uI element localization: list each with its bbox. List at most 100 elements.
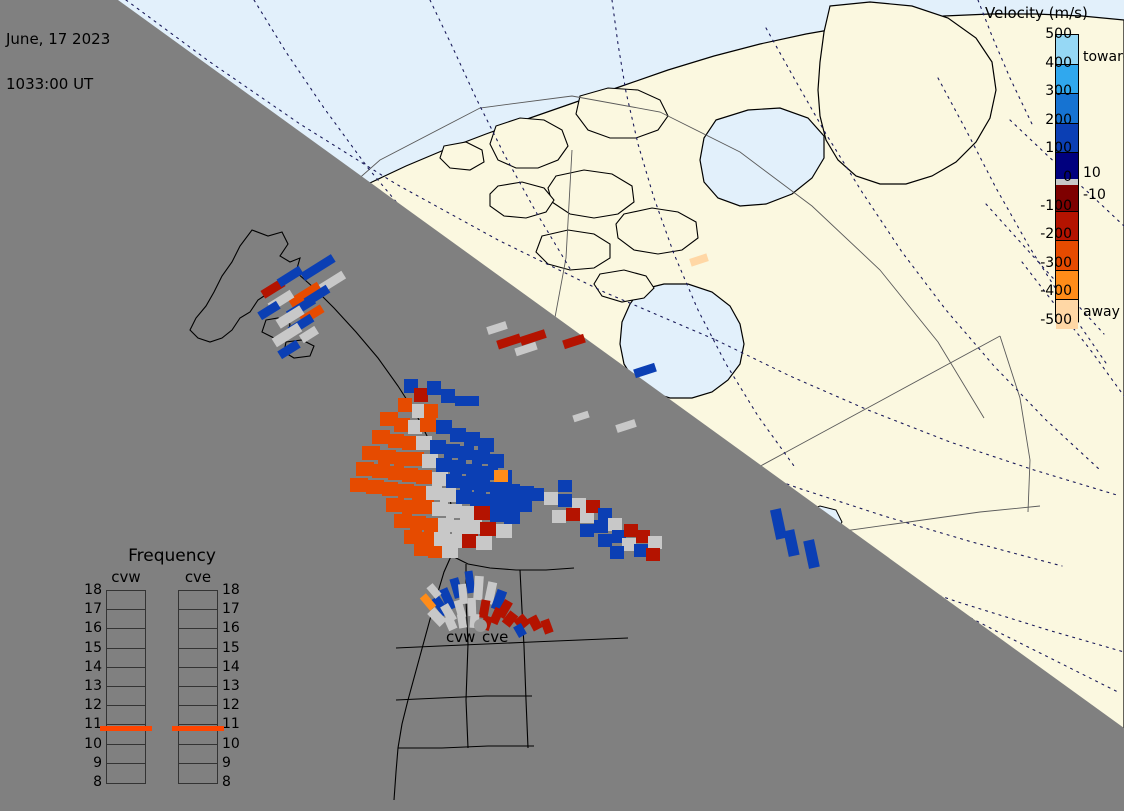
frequency-segment xyxy=(179,706,217,726)
velocity-cell xyxy=(394,452,410,466)
colorbar-tick: -300 xyxy=(1040,254,1072,271)
velocity-cell xyxy=(275,305,305,329)
frequency-tick-left: 11 xyxy=(84,716,102,733)
frequency-tick-left: 12 xyxy=(84,697,102,714)
velocity-cell xyxy=(598,534,612,547)
velocity-cell xyxy=(388,466,404,480)
velocity-cell xyxy=(446,474,462,488)
velocity-cell xyxy=(634,544,648,557)
velocity-cell xyxy=(427,607,447,627)
frequency-segment xyxy=(107,687,145,707)
colorbar-tick: -100 xyxy=(1040,197,1072,214)
colorbar-band xyxy=(1056,94,1078,124)
velocity-cell xyxy=(490,508,506,522)
velocity-cell xyxy=(372,430,390,444)
frequency-column-title-cvw: cvw xyxy=(111,568,141,586)
velocity-cell xyxy=(443,614,458,632)
velocity-cell xyxy=(446,504,462,518)
velocity-cell xyxy=(455,396,479,406)
velocity-cell xyxy=(483,581,498,605)
colorbar-tick: 200 xyxy=(1045,111,1072,128)
velocity-cell xyxy=(430,440,446,454)
velocity-cell xyxy=(474,478,490,492)
velocity-cell xyxy=(572,410,590,423)
frequency-tick-left: 10 xyxy=(84,735,102,752)
velocity-cell xyxy=(460,476,476,490)
velocity-cell xyxy=(490,588,508,612)
frequency-tick-right: 17 xyxy=(222,601,240,618)
title-date: June, 17 2023 xyxy=(6,30,111,48)
velocity-cell xyxy=(398,484,414,498)
colorbar-tick: 300 xyxy=(1045,83,1072,100)
velocity-cell xyxy=(440,488,456,502)
colorbar-tick: 500 xyxy=(1045,26,1072,42)
colorbar-band xyxy=(1056,179,1078,185)
velocity-cell xyxy=(419,593,437,611)
velocity-cell xyxy=(490,482,506,496)
velocity-cell xyxy=(426,486,442,500)
velocity-cell xyxy=(394,418,410,432)
velocity-cell xyxy=(427,381,441,395)
frequency-segment xyxy=(179,649,217,668)
velocity-cell xyxy=(610,546,624,559)
colorbar-tick: 0 xyxy=(1063,169,1072,185)
velocity-cell xyxy=(580,510,594,523)
station-label-cve: cve xyxy=(482,628,509,646)
colorbar-tick: 100 xyxy=(1045,140,1072,157)
velocity-cell xyxy=(552,510,566,523)
velocity-cell xyxy=(519,329,547,346)
title-time: 1033:00 UT xyxy=(6,75,94,93)
velocity-cell xyxy=(530,488,544,501)
frequency-segment xyxy=(107,745,145,764)
velocity-cell xyxy=(300,254,336,281)
frequency-segment xyxy=(179,745,217,764)
velocity-cell xyxy=(594,520,608,533)
velocity-cell xyxy=(382,482,398,496)
velocity-cell xyxy=(488,454,504,468)
frequency-tick-right: 14 xyxy=(222,658,240,675)
velocity-cell xyxy=(350,478,368,492)
velocity-cell xyxy=(402,468,418,482)
velocity-cell xyxy=(380,412,398,426)
velocity-cell xyxy=(608,518,622,531)
frequency-segment xyxy=(107,610,145,630)
frequency-tick-right: 8 xyxy=(222,774,231,790)
velocity-cell xyxy=(436,420,452,434)
velocity-cell xyxy=(633,362,657,379)
velocity-cell xyxy=(770,508,787,540)
velocity-cell xyxy=(689,253,709,267)
frequency-segment xyxy=(179,629,217,649)
frequency-tick-left: 16 xyxy=(84,620,102,637)
frequency-segment xyxy=(179,764,217,783)
velocity-cell xyxy=(436,458,452,472)
frequency-tick-right: 11 xyxy=(222,716,240,733)
velocity-cell xyxy=(448,534,464,548)
velocity-cell xyxy=(457,583,469,605)
velocity-cell xyxy=(298,325,320,344)
velocity-cell xyxy=(277,339,301,360)
velocity-cell xyxy=(386,498,404,512)
velocity-cell xyxy=(420,418,436,432)
colorbar-band xyxy=(1056,300,1078,329)
velocity-cell xyxy=(462,534,478,548)
velocity-cell xyxy=(428,546,444,558)
velocity-cell xyxy=(466,464,482,478)
frequency-segment xyxy=(107,649,145,668)
frequency-segment xyxy=(179,610,217,630)
frequency-segment xyxy=(107,629,145,649)
velocity-cell xyxy=(496,333,522,350)
velocity-cell xyxy=(434,532,450,546)
velocity-cell xyxy=(803,539,820,569)
velocity-cell xyxy=(426,583,442,599)
velocity-cell xyxy=(464,432,480,446)
velocity-cell xyxy=(442,546,458,558)
colorbar-band xyxy=(1056,123,1078,154)
velocity-cell xyxy=(444,444,460,458)
velocity-cell xyxy=(366,480,384,494)
baffin-bay xyxy=(699,107,825,207)
velocity-cell xyxy=(624,524,638,537)
timestamp-title: June, 17 2023 1033:00 UT xyxy=(6,2,110,122)
colorbar-inner-lower-label: -10 xyxy=(1083,187,1106,203)
frequency-tick-left: 14 xyxy=(84,658,102,675)
velocity-cell xyxy=(388,434,404,448)
